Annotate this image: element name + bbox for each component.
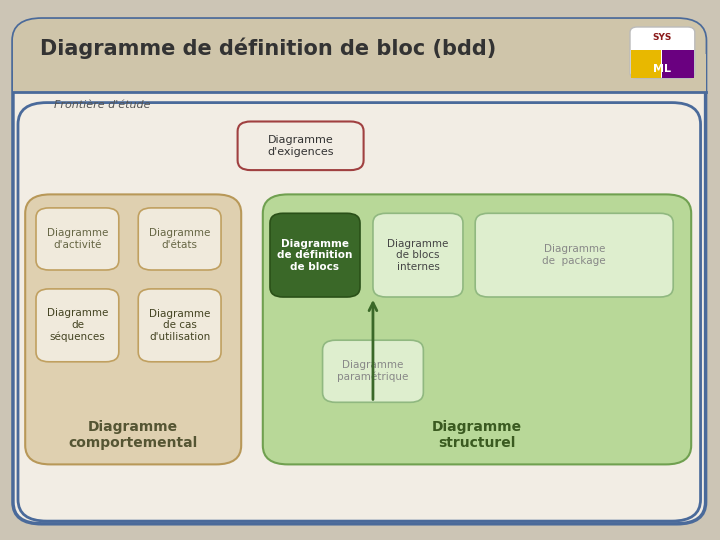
Text: SYS: SYS: [653, 33, 672, 42]
Text: Diagramme de définition de bloc (bdd): Diagramme de définition de bloc (bdd): [40, 38, 496, 59]
FancyBboxPatch shape: [270, 213, 360, 297]
FancyBboxPatch shape: [138, 208, 221, 270]
FancyBboxPatch shape: [630, 27, 695, 78]
FancyBboxPatch shape: [25, 194, 241, 464]
FancyBboxPatch shape: [36, 289, 119, 362]
Text: Diagramme
comportemental: Diagramme comportemental: [68, 420, 198, 450]
FancyBboxPatch shape: [13, 54, 706, 92]
Text: Frontière d'étude: Frontière d'étude: [54, 100, 150, 110]
Text: Diagramme
de cas
d'utilisation: Diagramme de cas d'utilisation: [149, 309, 210, 342]
FancyBboxPatch shape: [475, 213, 673, 297]
Text: Diagramme
de définition
de blocs: Diagramme de définition de blocs: [277, 239, 353, 272]
FancyBboxPatch shape: [373, 213, 463, 297]
Text: Diagramme
structurel: Diagramme structurel: [432, 420, 522, 450]
FancyBboxPatch shape: [13, 19, 706, 524]
FancyBboxPatch shape: [238, 122, 364, 170]
FancyBboxPatch shape: [263, 194, 691, 464]
FancyBboxPatch shape: [13, 19, 706, 92]
Text: Diagramme
de blocs
internes: Diagramme de blocs internes: [387, 239, 449, 272]
FancyBboxPatch shape: [323, 340, 423, 402]
Text: Diagramme
d'exigences: Diagramme d'exigences: [267, 135, 334, 157]
Text: ML: ML: [654, 64, 671, 74]
Bar: [631, 50, 661, 78]
FancyBboxPatch shape: [138, 289, 221, 362]
Text: Diagramme
de
séquences: Diagramme de séquences: [47, 308, 108, 342]
Bar: [662, 50, 694, 78]
FancyBboxPatch shape: [36, 208, 119, 270]
Text: Diagramme
d'activité: Diagramme d'activité: [47, 228, 108, 249]
Text: Diagramme
paramétrique: Diagramme paramétrique: [337, 360, 409, 382]
Text: Diagramme
de  package: Diagramme de package: [542, 244, 606, 266]
Text: Diagramme
d'états: Diagramme d'états: [149, 228, 210, 249]
